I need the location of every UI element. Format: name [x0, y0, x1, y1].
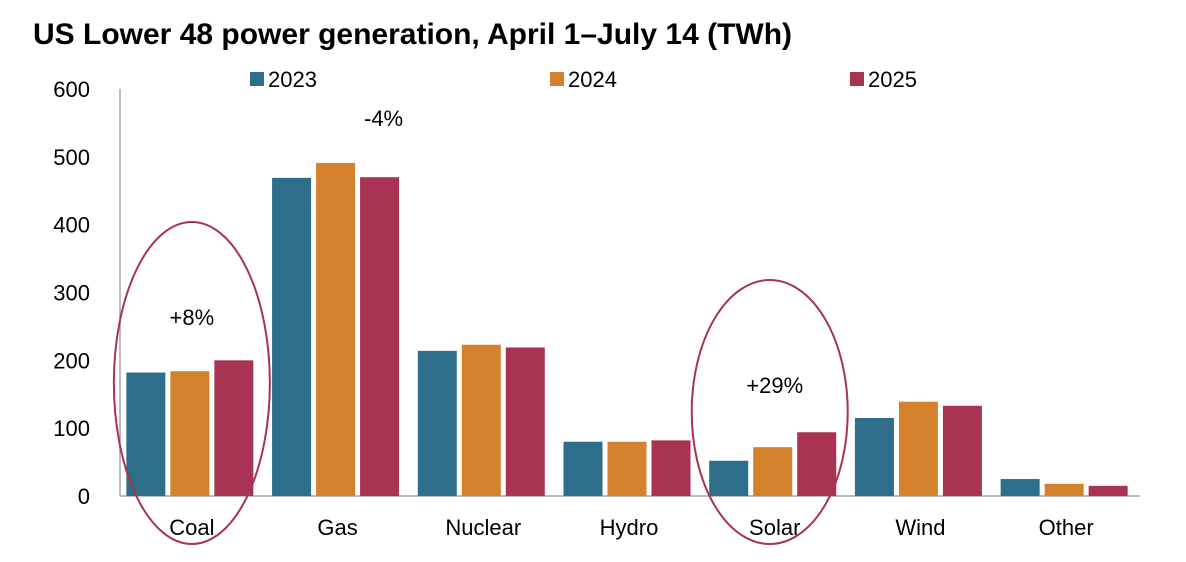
- annotation-circle-solar: [690, 279, 849, 545]
- bar-other-2025: [1088, 485, 1128, 496]
- y-tick-label: 200: [53, 348, 90, 373]
- chart-title: US Lower 48 power generation, April 1–Ju…: [33, 18, 793, 51]
- y-tick-label: 600: [53, 77, 90, 102]
- bar-wind-2025: [942, 405, 982, 496]
- annotation-gas: -4%: [364, 106, 403, 131]
- category-label-coal: Coal: [169, 515, 214, 540]
- annotation-coal: +8%: [170, 305, 215, 330]
- legend-label-2025: 2025: [868, 67, 917, 92]
- bar-coal-2025: [214, 360, 254, 496]
- legend-swatch-2023: [250, 72, 264, 86]
- bar-coal-2024: [170, 371, 210, 496]
- bar-solar-2024: [753, 447, 793, 496]
- bar-solar-2025: [797, 432, 837, 496]
- bar-wind-2024: [898, 401, 938, 496]
- bar-wind-2023: [854, 417, 894, 496]
- bar-other-2023: [1000, 479, 1040, 496]
- category-label-gas: Gas: [317, 515, 357, 540]
- y-tick-label: 100: [53, 416, 90, 441]
- legend-swatch-2025: [850, 72, 864, 86]
- annotation-solar: +29%: [746, 373, 803, 398]
- bar-nuclear-2023: [417, 350, 457, 496]
- y-tick-label: 300: [53, 281, 90, 306]
- legend-label-2024: 2024: [568, 67, 617, 92]
- legend-label-2023: 2023: [268, 67, 317, 92]
- y-tick-label: 500: [53, 145, 90, 170]
- legend-swatch-2024: [550, 72, 564, 86]
- bar-nuclear-2024: [461, 344, 501, 496]
- bar-other-2024: [1044, 483, 1084, 496]
- category-label-wind: Wind: [895, 515, 945, 540]
- bar-nuclear-2025: [505, 347, 545, 496]
- bar-gas-2024: [316, 162, 356, 496]
- bar-hydro-2024: [607, 441, 647, 496]
- bar-gas-2025: [360, 177, 400, 496]
- category-label-other: Other: [1039, 515, 1094, 540]
- bar-coal-2023: [126, 372, 166, 496]
- bar-gas-2023: [272, 177, 312, 496]
- bar-hydro-2025: [651, 440, 691, 496]
- category-label-nuclear: Nuclear: [445, 515, 521, 540]
- bar-hydro-2023: [563, 441, 603, 496]
- annotation-circle-coal: [112, 221, 271, 545]
- category-label-solar: Solar: [749, 515, 800, 540]
- y-tick-label: 0: [78, 484, 90, 509]
- category-label-hydro: Hydro: [600, 515, 659, 540]
- y-tick-label: 400: [53, 213, 90, 238]
- bar-solar-2023: [709, 460, 749, 496]
